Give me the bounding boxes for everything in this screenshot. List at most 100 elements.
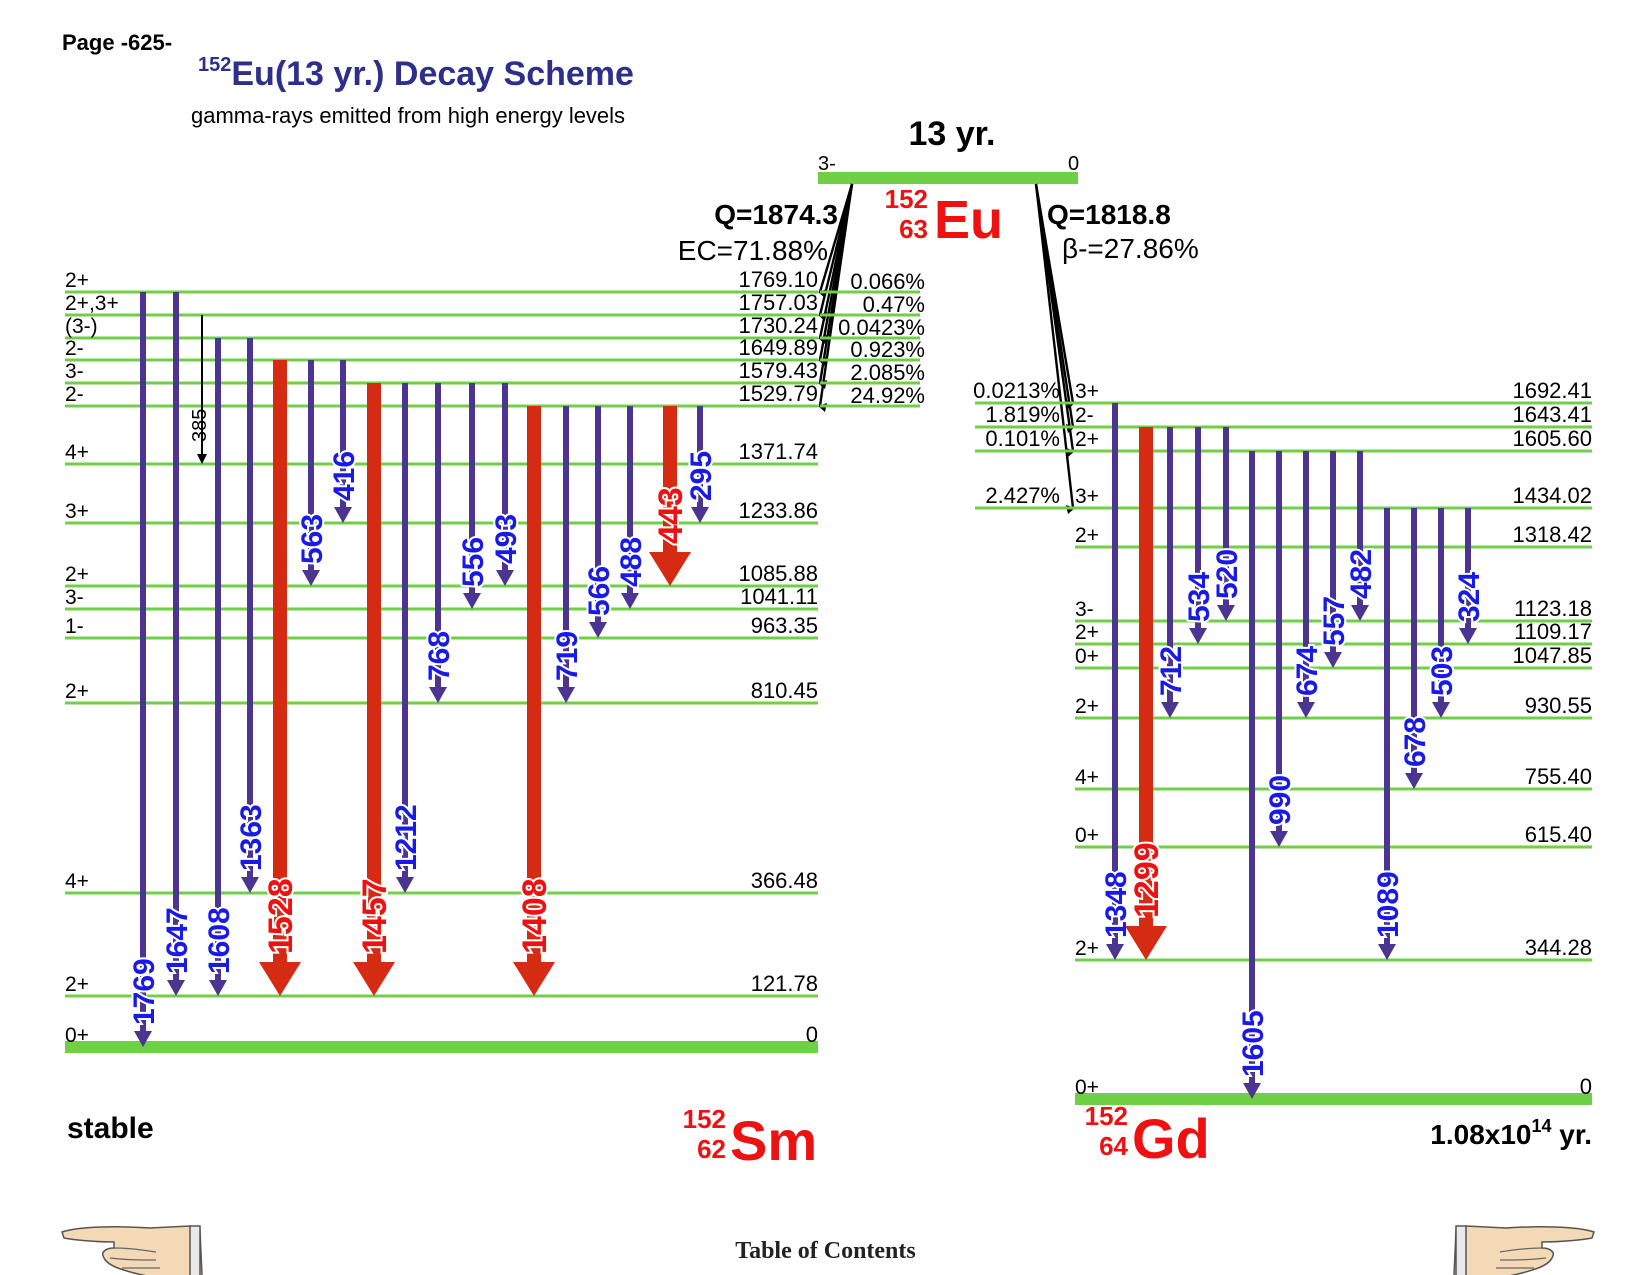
sm-gamma-arrowhead — [302, 570, 320, 586]
sm-gamma-label: 719 — [551, 631, 584, 681]
gd-gamma: 712 — [1153, 427, 1190, 718]
sm-gamma-shaft — [627, 406, 633, 593]
gd-level-spin: 3+ — [1075, 485, 1099, 508]
gd-feed-percent: 0.0213% — [973, 378, 1060, 403]
next-page-hand-icon[interactable] — [1453, 1225, 1595, 1275]
gd-gamma-arrowhead — [1324, 652, 1342, 668]
sm-level: 0+ 0 — [65, 1022, 818, 1053]
sm-feed-percent: 2.085% — [850, 360, 925, 385]
gd-gamma-shaft — [1330, 451, 1336, 652]
parent-atomic-number: 63 — [899, 214, 928, 244]
diagram-title: 152Eu(13 yr.) Decay Scheme — [198, 54, 634, 94]
sm-level-energy: 1233.86 — [738, 498, 818, 523]
sm-feed-percent: 0.066% — [850, 269, 925, 294]
sm-gamma: 443 — [649, 406, 692, 586]
sm-level-spin: 3- — [65, 586, 84, 609]
sm-gamma-label: 493 — [490, 514, 523, 564]
gd-level-energy: 1434.02 — [1512, 483, 1592, 508]
sm-gamma-label: 1408 — [516, 878, 554, 954]
sm-level: 2+ 810.45 — [65, 678, 818, 705]
gd-level: 0+ 1047.85 — [1075, 643, 1592, 670]
sm-gamma-arrowhead — [589, 622, 607, 638]
previous-page-hand-icon[interactable] — [61, 1225, 203, 1275]
sm-gamma-shaft — [140, 292, 146, 1031]
sm-level-energy: 0 — [806, 1022, 818, 1047]
sm-gamma: 493 — [488, 383, 525, 586]
gd-gamma-shaft — [1195, 427, 1201, 628]
gd-gamma-label: 1089 — [1372, 871, 1405, 938]
sm-level-spin: 2+ — [65, 680, 89, 703]
sm-gamma-label: 443 — [652, 487, 690, 544]
sm-gamma-shaft — [595, 406, 601, 622]
sm-feed-percent: 0.923% — [850, 337, 925, 362]
gd-feed-percent: 1.819% — [985, 402, 1060, 427]
gd-level-energy: 1123.18 — [1514, 596, 1592, 621]
sm-gamma-arrowhead — [334, 507, 352, 523]
gd-level: 0+ 615.40 — [1075, 822, 1592, 849]
sm-level-energy: 121.78 — [751, 971, 818, 996]
gd-gamma: 324 — [1451, 508, 1488, 644]
table-of-contents-link[interactable]: Table of Contents — [735, 1238, 916, 1264]
gd-halflife-mantissa: 1.08x10 — [1430, 1119, 1531, 1150]
sm-level-energy: 1085.88 — [738, 561, 818, 586]
gd-ground-level-line — [1075, 1093, 1592, 1105]
gd-gamma-shaft — [1112, 403, 1118, 944]
gd-gamma-shaft — [1276, 451, 1282, 831]
sm-level: 4+ 366.48 — [65, 868, 818, 895]
sm-gamma: 719 — [549, 406, 586, 703]
gd-level: 2+ 344.28 — [1075, 935, 1592, 962]
sm-level-line — [65, 290, 818, 294]
gd-gamma: 678 — [1397, 508, 1434, 789]
sm-level-spin: 2- — [65, 383, 84, 406]
gd-gamma-label: 482 — [1345, 549, 1378, 599]
gd-gamma: 482 — [1343, 451, 1380, 621]
sm-gamma-arrowhead — [496, 570, 514, 586]
gd-level-spin: 3- — [1075, 598, 1094, 621]
gd-level-line — [1075, 716, 1592, 720]
sm-gamma-shaft — [697, 406, 703, 507]
gd-gamma: 674 — [1289, 451, 1326, 718]
gd-feed-percent: 2.427% — [985, 483, 1060, 508]
gd-level-spin: 3+ — [1075, 380, 1099, 403]
gd-gamma-shaft — [1167, 427, 1173, 702]
gd-gamma-arrowhead — [1217, 605, 1235, 621]
sm-gamma: 1769 — [126, 292, 163, 1047]
gd-gamma-label: 1605 — [1237, 1010, 1270, 1077]
gd-gamma-arrowhead — [1161, 702, 1179, 718]
parent-halflife: 13 yr. — [909, 115, 996, 153]
gd-level-spin: 0+ — [1075, 645, 1099, 668]
gd-level-spin: 2+ — [1075, 621, 1099, 644]
sm-gamma-shaft — [469, 383, 475, 593]
sm-gamma: 1457 — [353, 383, 396, 996]
gd-level: 3+ 1692.41 0.0213% — [973, 378, 1592, 405]
sm-gamma-label: 1528 — [262, 878, 300, 954]
gd-gamma: 1089 — [1370, 508, 1407, 960]
sm-gamma-shaft — [527, 406, 541, 962]
sm-level-line — [65, 381, 818, 385]
sm-feed-percent: 24.92% — [850, 383, 925, 408]
sm-level-energy: 1529.79 — [738, 381, 818, 406]
sm-level-energy: 1730.24 — [738, 313, 818, 338]
sm-level-energy: 366.48 — [751, 868, 818, 893]
sm-level-energy: 1757.03 — [738, 290, 818, 315]
sm-gamma-shaft — [308, 360, 314, 570]
sm-gamma: 556 — [455, 383, 492, 609]
sm-gamma-label: 1769 — [128, 958, 161, 1025]
gd-gamma-label: 678 — [1399, 717, 1432, 767]
sm-gamma-label: 768 — [423, 631, 456, 681]
gd-level-line — [1075, 425, 1592, 429]
gd-feed-level-ext — [975, 449, 1075, 453]
sm-symbol: Sm — [730, 1109, 817, 1172]
sm-level: 3- 1041.11 — [65, 584, 818, 611]
sm-gamma-shaft — [435, 383, 441, 687]
sm-level-energy: 1041.11 — [740, 584, 818, 609]
sm-gamma: 385 — [189, 315, 211, 464]
sm-gamma: 1608 — [201, 338, 238, 996]
gd-gamma-label: 557 — [1318, 596, 1351, 646]
sm-level: 2- 1649.89 0.923% — [65, 335, 925, 362]
sm-gamma-label: 556 — [457, 537, 490, 587]
sm-gamma-arrowhead — [209, 980, 227, 996]
sm-gamma: 1647 — [159, 292, 196, 996]
sm-ground-note: stable — [67, 1112, 154, 1145]
